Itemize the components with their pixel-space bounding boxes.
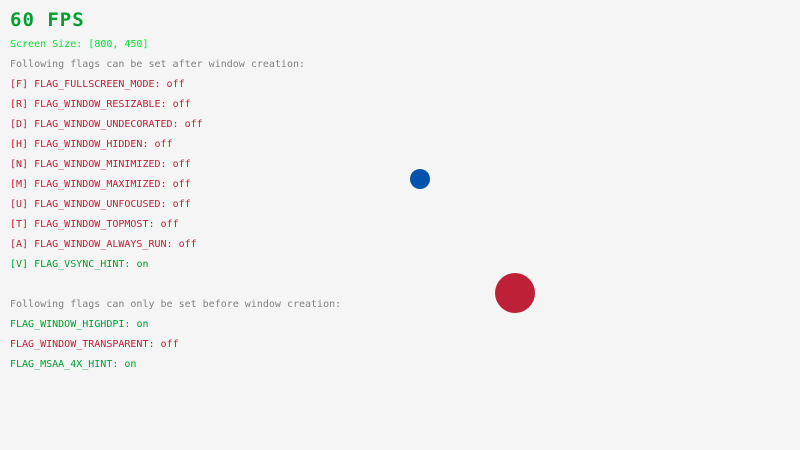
flag-line: [T] FLAG_WINDOW_TOPMOST: off xyxy=(10,220,179,230)
flag-value: off xyxy=(160,339,179,350)
flag-line: [A] FLAG_WINDOW_ALWAYS_RUN: off xyxy=(10,240,197,250)
flag-value: off xyxy=(184,119,203,130)
bouncing-ball-red xyxy=(495,273,535,313)
before-creation-header: Following flags can only be set before w… xyxy=(10,299,342,310)
flag-line: [D] FLAG_WINDOW_UNDECORATED: off xyxy=(10,120,203,130)
flag-line: [R] FLAG_WINDOW_RESIZABLE: off xyxy=(10,100,191,110)
flag-value: off xyxy=(172,199,191,210)
flag-line: [H] FLAG_WINDOW_HIDDEN: off xyxy=(10,140,173,150)
flag-label: [N] FLAG_WINDOW_MINIMIZED: xyxy=(10,159,167,170)
flag-label: [V] FLAG_VSYNC_HINT: xyxy=(10,259,131,270)
flag-value: on xyxy=(136,259,149,270)
flag-line: FLAG_MSAA_4X_HINT: on xyxy=(10,360,136,370)
flag-value: off xyxy=(160,219,179,230)
flag-line: FLAG_WINDOW_HIGHDPI: on xyxy=(10,320,149,330)
flag-label: [F] FLAG_FULLSCREEN_MODE: xyxy=(10,79,161,90)
bouncing-ball-blue xyxy=(410,169,430,189)
fps-counter: 60 FPS xyxy=(10,9,85,31)
flag-label: [T] FLAG_WINDOW_TOPMOST: xyxy=(10,219,155,230)
flag-value: off xyxy=(172,159,191,170)
flag-label: [H] FLAG_WINDOW_HIDDEN: xyxy=(10,139,149,150)
flag-label: [M] FLAG_WINDOW_MAXIMIZED: xyxy=(10,179,167,190)
flag-line: [F] FLAG_FULLSCREEN_MODE: off xyxy=(10,80,185,90)
flag-line: [N] FLAG_WINDOW_MINIMIZED: off xyxy=(10,160,191,170)
flag-label: FLAG_WINDOW_HIGHDPI: xyxy=(10,319,131,330)
flag-label: [D] FLAG_WINDOW_UNDECORATED: xyxy=(10,119,179,130)
flag-line: [U] FLAG_WINDOW_UNFOCUSED: off xyxy=(10,200,191,210)
after-creation-header: Following flags can be set after window … xyxy=(10,59,306,70)
flag-label: FLAG_MSAA_4X_HINT: xyxy=(10,359,119,370)
flag-value: on xyxy=(136,319,149,330)
flag-value: off xyxy=(178,239,197,250)
flag-label: [A] FLAG_WINDOW_ALWAYS_RUN: xyxy=(10,239,173,250)
flag-line: FLAG_WINDOW_TRANSPARENT: off xyxy=(10,340,179,350)
flag-value: off xyxy=(172,99,191,110)
flag-line: [V] FLAG_VSYNC_HINT: on xyxy=(10,260,149,270)
screen-size-text: Screen Size: [800, 450] xyxy=(10,39,149,50)
flag-label: [U] FLAG_WINDOW_UNFOCUSED: xyxy=(10,199,167,210)
flag-label: FLAG_WINDOW_TRANSPARENT: xyxy=(10,339,155,350)
flag-value: off xyxy=(172,179,191,190)
flag-value: on xyxy=(124,359,137,370)
flag-value: off xyxy=(154,139,173,150)
flag-value: off xyxy=(166,79,185,90)
flag-line: [M] FLAG_WINDOW_MAXIMIZED: off xyxy=(10,180,191,190)
flag-label: [R] FLAG_WINDOW_RESIZABLE: xyxy=(10,99,167,110)
